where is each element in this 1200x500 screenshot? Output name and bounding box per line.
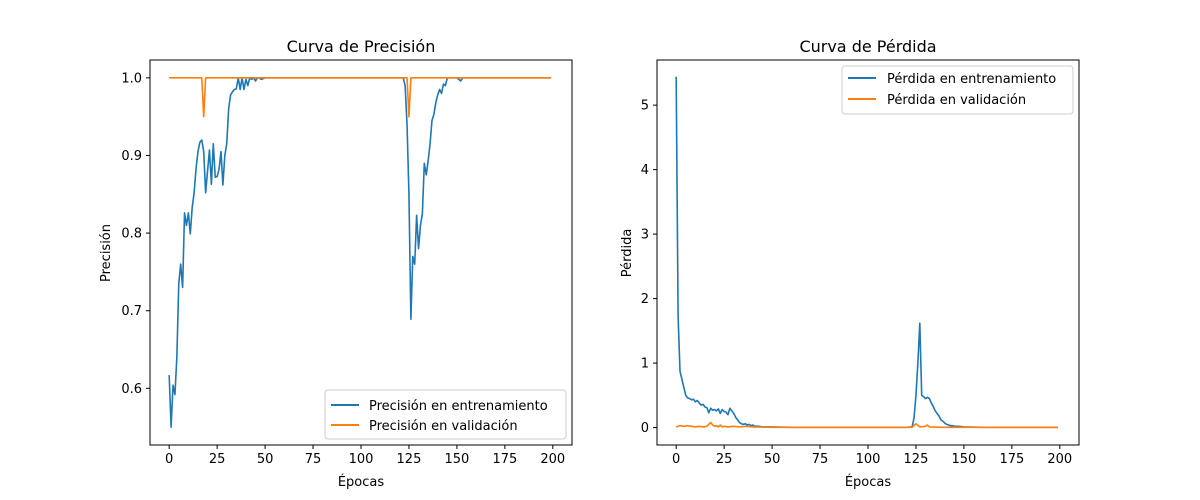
x-tick-label: 75 xyxy=(305,452,322,467)
x-tick-label: 0 xyxy=(672,452,680,467)
legend-label-train: Pérdida en entrenamiento xyxy=(887,72,1056,87)
x-tick-label: 200 xyxy=(1047,452,1072,467)
legend: Pérdida en entrenamiento Pérdida en vali… xyxy=(841,65,1074,115)
accuracy-chart: Curva de Precisión Épocas Precisión 0 25 5… xyxy=(99,37,573,490)
chart-title: Curva de Pérdida xyxy=(799,37,936,56)
x-tick-label: 100 xyxy=(856,452,881,467)
x-tick-label: 150 xyxy=(444,452,469,467)
x-tick-label: 200 xyxy=(540,452,565,467)
axis-ticks: 0 25 50 75 100 125 150 175 200 0 1 2 3 4 5 xyxy=(641,99,1073,467)
y-tick-label: 1 xyxy=(641,357,649,372)
x-tick-label: 25 xyxy=(209,452,226,467)
y-tick-label: 0.9 xyxy=(121,149,142,164)
loss-chart: Curva de Pérdida Épocas Pérdida 0 25 50 75 1… xyxy=(620,37,1080,490)
legend: Precisión en entrenamiento Precisión en … xyxy=(324,389,567,440)
x-tick-label: 125 xyxy=(904,452,929,467)
plot-frame xyxy=(149,59,573,446)
legend-label-val: Precisión en validación xyxy=(369,419,518,434)
y-axis-label: Precisión xyxy=(99,224,114,282)
y-tick-label: 0.8 xyxy=(121,227,142,242)
x-tick-label: 25 xyxy=(716,452,733,467)
y-tick-label: 0 xyxy=(641,421,649,436)
chart-title: Curva de Precisión xyxy=(287,37,436,56)
plot-lines xyxy=(675,76,1058,429)
y-tick-label: 1.0 xyxy=(121,71,142,86)
x-axis-label: Épocas xyxy=(338,474,385,490)
x-tick-label: 150 xyxy=(951,452,976,467)
x-tick-label: 75 xyxy=(812,452,829,467)
plot-lines xyxy=(168,77,551,428)
y-axis-label: Pérdida xyxy=(620,229,635,278)
y-tick-label: 0.7 xyxy=(121,304,142,319)
series-line-val xyxy=(169,77,551,118)
series-line-train xyxy=(675,76,1058,429)
x-tick-label: 125 xyxy=(397,452,422,467)
x-axis-label: Épocas xyxy=(845,474,892,490)
legend-label-val: Pérdida en validación xyxy=(887,93,1026,108)
x-tick-label: 50 xyxy=(764,452,781,467)
series-line-train xyxy=(168,77,551,428)
x-tick-label: 0 xyxy=(165,452,173,467)
axis-ticks: 0 25 50 75 100 125 150 175 200 0.6 0.7 0.8 0.9 1.0 xyxy=(121,71,565,467)
legend-box xyxy=(841,65,1074,115)
legend-box xyxy=(324,389,567,440)
y-tick-label: 2 xyxy=(641,292,649,307)
x-tick-label: 50 xyxy=(257,452,274,467)
legend-label-train: Precisión en entrenamiento xyxy=(369,399,548,414)
x-tick-label: 100 xyxy=(349,452,374,467)
y-tick-label: 5 xyxy=(641,99,649,114)
x-tick-label: 175 xyxy=(999,452,1024,467)
y-tick-label: 0.6 xyxy=(121,382,142,397)
y-tick-label: 4 xyxy=(641,163,649,178)
y-tick-label: 3 xyxy=(641,228,649,243)
x-tick-label: 175 xyxy=(492,452,517,467)
series-line-val xyxy=(675,421,1058,429)
plot-frame xyxy=(656,59,1080,446)
